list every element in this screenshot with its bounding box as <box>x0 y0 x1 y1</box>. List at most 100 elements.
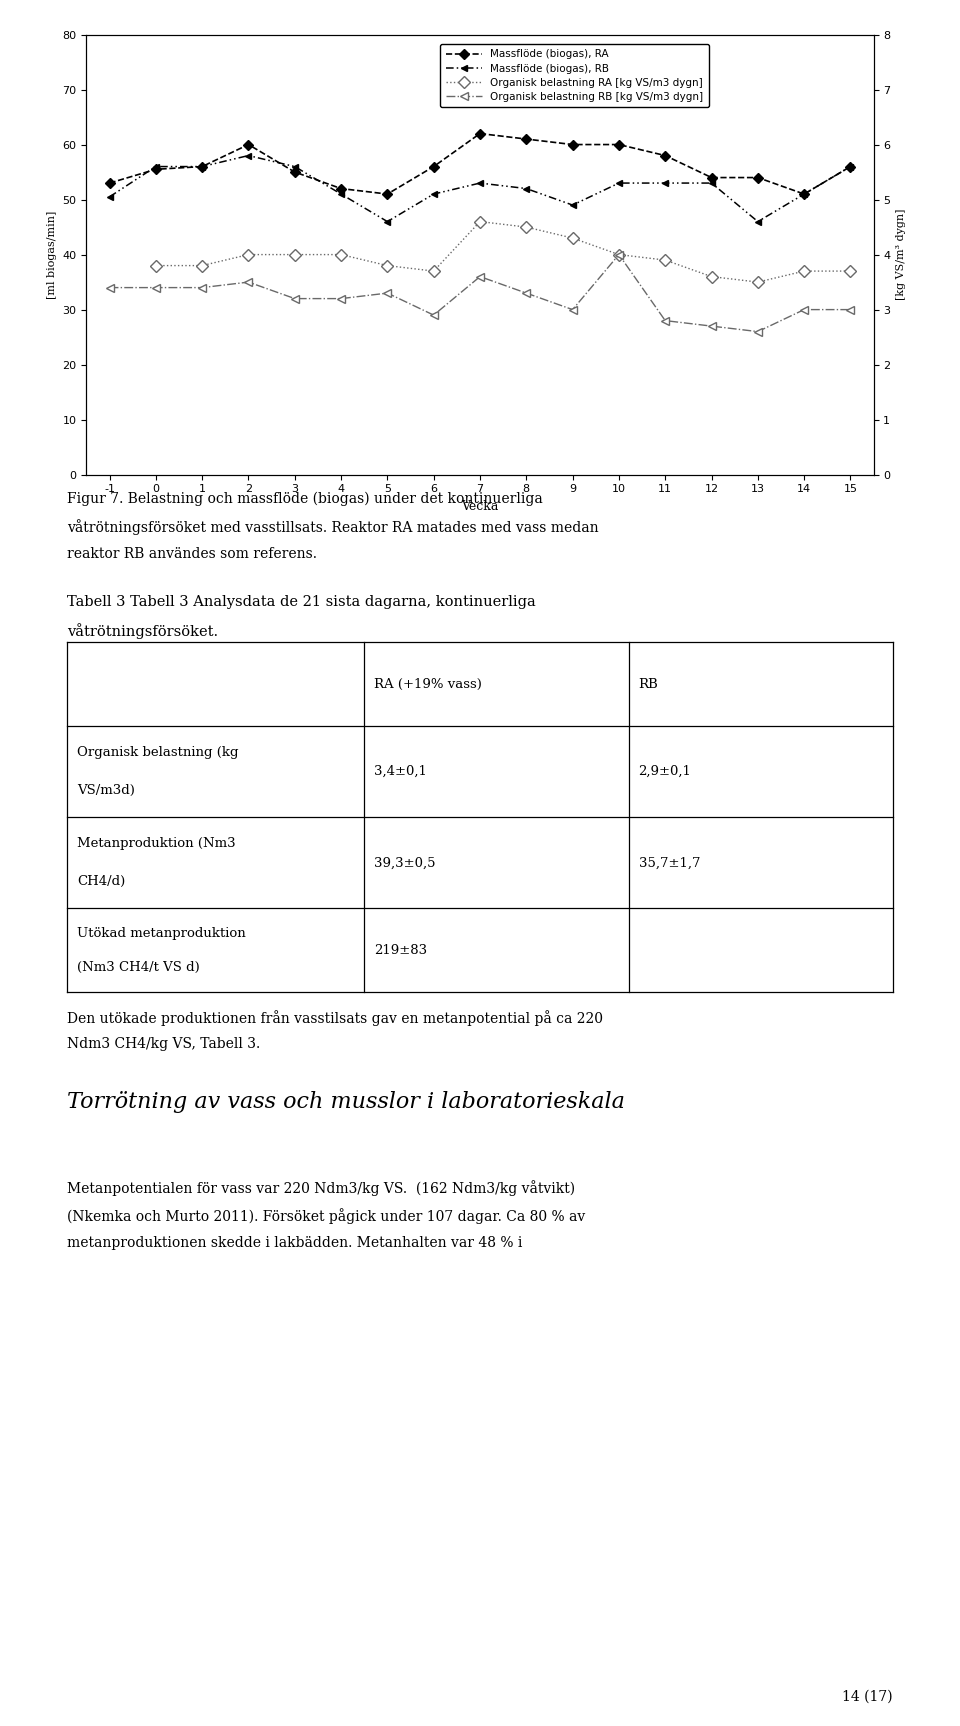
Text: 35,7±1,7: 35,7±1,7 <box>638 856 700 870</box>
Massflöde (biogas), RB <box>197 157 208 178</box>
Text: metanproduktionen skedde i lakbädden. Metanhalten var 48 % i: metanproduktionen skedde i lakbädden. Me… <box>67 1236 522 1250</box>
Text: 39,3±0,5: 39,3±0,5 <box>374 856 436 870</box>
Organisk belastning RB [kg VS/m3 dygn] <box>150 278 161 299</box>
Organisk belastning RB [kg VS/m3 dygn] <box>752 321 763 342</box>
Organisk belastning RA [kg VS/m3 dygn] <box>150 255 161 276</box>
Line: Massflöde (biogas), RB: Massflöde (biogas), RB <box>107 152 853 224</box>
Organisk belastning RB [kg VS/m3 dygn] <box>706 316 717 337</box>
Massflöde (biogas), RA <box>660 145 671 166</box>
Organisk belastning RA [kg VS/m3 dygn] <box>520 217 532 238</box>
Massflöde (biogas), RA <box>150 159 161 180</box>
Organisk belastning RA [kg VS/m3 dygn] <box>335 245 347 266</box>
Massflöde (biogas), RB <box>660 173 671 193</box>
Massflöde (biogas), RB <box>799 183 810 204</box>
Organisk belastning RB [kg VS/m3 dygn] <box>104 278 115 299</box>
Massflöde (biogas), RB <box>335 183 347 204</box>
Text: RB: RB <box>638 678 659 690</box>
Text: Figur 7. Belastning och massflöde (biogas) under det kontinuerliga: Figur 7. Belastning och massflöde (bioga… <box>67 492 543 506</box>
Massflöde (biogas), RB <box>289 157 300 178</box>
Organisk belastning RB [kg VS/m3 dygn] <box>799 299 810 319</box>
Organisk belastning RB [kg VS/m3 dygn] <box>566 299 578 319</box>
Massflöde (biogas), RA <box>335 178 347 198</box>
Massflöde (biogas), RA <box>520 129 532 150</box>
Organisk belastning RA [kg VS/m3 dygn] <box>613 245 625 266</box>
Organisk belastning RB [kg VS/m3 dygn] <box>660 311 671 331</box>
Organisk belastning RB [kg VS/m3 dygn] <box>243 271 254 292</box>
Massflöde (biogas), RA <box>706 167 717 188</box>
Massflöde (biogas), RB <box>566 195 578 216</box>
Text: Organisk belastning (kg: Organisk belastning (kg <box>77 746 239 759</box>
Massflöde (biogas), RA <box>799 183 810 204</box>
Text: våtrötningsförsöket med vasstillsats. Reaktor RA matades med vass medan: våtrötningsförsöket med vasstillsats. Re… <box>67 520 599 535</box>
Organisk belastning RB [kg VS/m3 dygn] <box>845 299 856 319</box>
Organisk belastning RB [kg VS/m3 dygn] <box>474 266 486 287</box>
Massflöde (biogas), RB <box>520 178 532 198</box>
Massflöde (biogas), RA <box>845 157 856 178</box>
Text: VS/m3d): VS/m3d) <box>77 784 135 797</box>
Massflöde (biogas), RB <box>752 211 763 231</box>
Text: Metanproduktion (Nm3: Metanproduktion (Nm3 <box>77 837 236 851</box>
Organisk belastning RA [kg VS/m3 dygn] <box>382 255 394 276</box>
Organisk belastning RA [kg VS/m3 dygn] <box>799 261 810 281</box>
Massflöde (biogas), RA <box>474 123 486 143</box>
Organisk belastning RA [kg VS/m3 dygn] <box>428 261 440 281</box>
Text: 3,4±0,1: 3,4±0,1 <box>374 765 427 778</box>
Massflöde (biogas), RB <box>382 211 394 231</box>
Organisk belastning RA [kg VS/m3 dygn] <box>706 266 717 287</box>
Massflöde (biogas), RB <box>845 157 856 178</box>
Line: Organisk belastning RA [kg VS/m3 dygn]: Organisk belastning RA [kg VS/m3 dygn] <box>152 217 854 287</box>
Massflöde (biogas), RB <box>613 173 625 193</box>
Massflöde (biogas), RB <box>474 173 486 193</box>
Text: CH4/d): CH4/d) <box>77 875 126 889</box>
Organisk belastning RA [kg VS/m3 dygn] <box>243 245 254 266</box>
Text: RA (+19% vass): RA (+19% vass) <box>374 678 482 690</box>
Massflöde (biogas), RB <box>104 186 115 207</box>
Text: Tabell 3 Tabell 3 Analysdata de 21 sista dagarna, kontinuerliga: Tabell 3 Tabell 3 Analysdata de 21 sista… <box>67 595 536 609</box>
Massflöde (biogas), RA <box>289 162 300 183</box>
Text: Utökad metanproduktion: Utökad metanproduktion <box>77 927 246 941</box>
Massflöde (biogas), RA <box>428 157 440 178</box>
Y-axis label: [ml biogas/min]: [ml biogas/min] <box>47 211 57 299</box>
Organisk belastning RA [kg VS/m3 dygn] <box>566 228 578 249</box>
Organisk belastning RA [kg VS/m3 dygn] <box>197 255 208 276</box>
Massflöde (biogas), RB <box>150 157 161 178</box>
Text: våtrötningsförsöket.: våtrötningsförsöket. <box>67 623 218 639</box>
Organisk belastning RA [kg VS/m3 dygn] <box>752 271 763 292</box>
Text: reaktor RB användes som referens.: reaktor RB användes som referens. <box>67 547 317 561</box>
X-axis label: Vecka: Vecka <box>462 501 498 513</box>
Massflöde (biogas), RA <box>197 157 208 178</box>
Text: Torrötning av vass och musslor i laboratorieskala: Torrötning av vass och musslor i laborat… <box>67 1091 625 1113</box>
Y-axis label: [kg VS/m³ dygn]: [kg VS/m³ dygn] <box>896 209 906 300</box>
Organisk belastning RA [kg VS/m3 dygn] <box>845 261 856 281</box>
Organisk belastning RA [kg VS/m3 dygn] <box>660 250 671 271</box>
Legend: Massflöde (biogas), RA, Massflöde (biogas), RB, Organisk belastning RA [kg VS/m3: Massflöde (biogas), RA, Massflöde (bioga… <box>441 45 708 107</box>
Text: Ndm3 CH4/kg VS, Tabell 3.: Ndm3 CH4/kg VS, Tabell 3. <box>67 1037 260 1051</box>
Line: Massflöde (biogas), RA: Massflöde (biogas), RA <box>107 129 853 197</box>
Text: 14 (17): 14 (17) <box>842 1690 893 1704</box>
Massflöde (biogas), RA <box>104 173 115 193</box>
Text: 219±83: 219±83 <box>374 944 427 956</box>
Line: Organisk belastning RB [kg VS/m3 dygn]: Organisk belastning RB [kg VS/m3 dygn] <box>106 250 854 337</box>
Massflöde (biogas), RA <box>243 135 254 155</box>
Massflöde (biogas), RB <box>706 173 717 193</box>
Organisk belastning RB [kg VS/m3 dygn] <box>613 245 625 266</box>
Organisk belastning RB [kg VS/m3 dygn] <box>428 306 440 326</box>
Organisk belastning RB [kg VS/m3 dygn] <box>335 288 347 309</box>
Massflöde (biogas), RA <box>613 135 625 155</box>
Massflöde (biogas), RB <box>428 183 440 204</box>
Text: Den utökade produktionen från vasstilsats gav en metanpotential på ca 220: Den utökade produktionen från vasstilsat… <box>67 1010 603 1025</box>
Massflöde (biogas), RA <box>566 135 578 155</box>
Organisk belastning RB [kg VS/m3 dygn] <box>289 288 300 309</box>
Text: (Nm3 CH4/t VS d): (Nm3 CH4/t VS d) <box>77 961 200 973</box>
Organisk belastning RB [kg VS/m3 dygn] <box>382 283 394 304</box>
Organisk belastning RB [kg VS/m3 dygn] <box>197 278 208 299</box>
Text: 2,9±0,1: 2,9±0,1 <box>638 765 691 778</box>
Text: Metanpotentialen för vass var 220 Ndm3/kg VS.  (162 Ndm3/kg våtvikt): Metanpotentialen för vass var 220 Ndm3/k… <box>67 1181 575 1196</box>
Massflöde (biogas), RB <box>243 145 254 166</box>
Organisk belastning RB [kg VS/m3 dygn] <box>520 283 532 304</box>
Massflöde (biogas), RA <box>382 183 394 204</box>
Text: (Nkemka och Murto 2011). Försöket pågick under 107 dagar. Ca 80 % av: (Nkemka och Murto 2011). Försöket pågick… <box>67 1208 586 1224</box>
Massflöde (biogas), RA <box>752 167 763 188</box>
Organisk belastning RA [kg VS/m3 dygn] <box>289 245 300 266</box>
Organisk belastning RA [kg VS/m3 dygn] <box>474 211 486 231</box>
